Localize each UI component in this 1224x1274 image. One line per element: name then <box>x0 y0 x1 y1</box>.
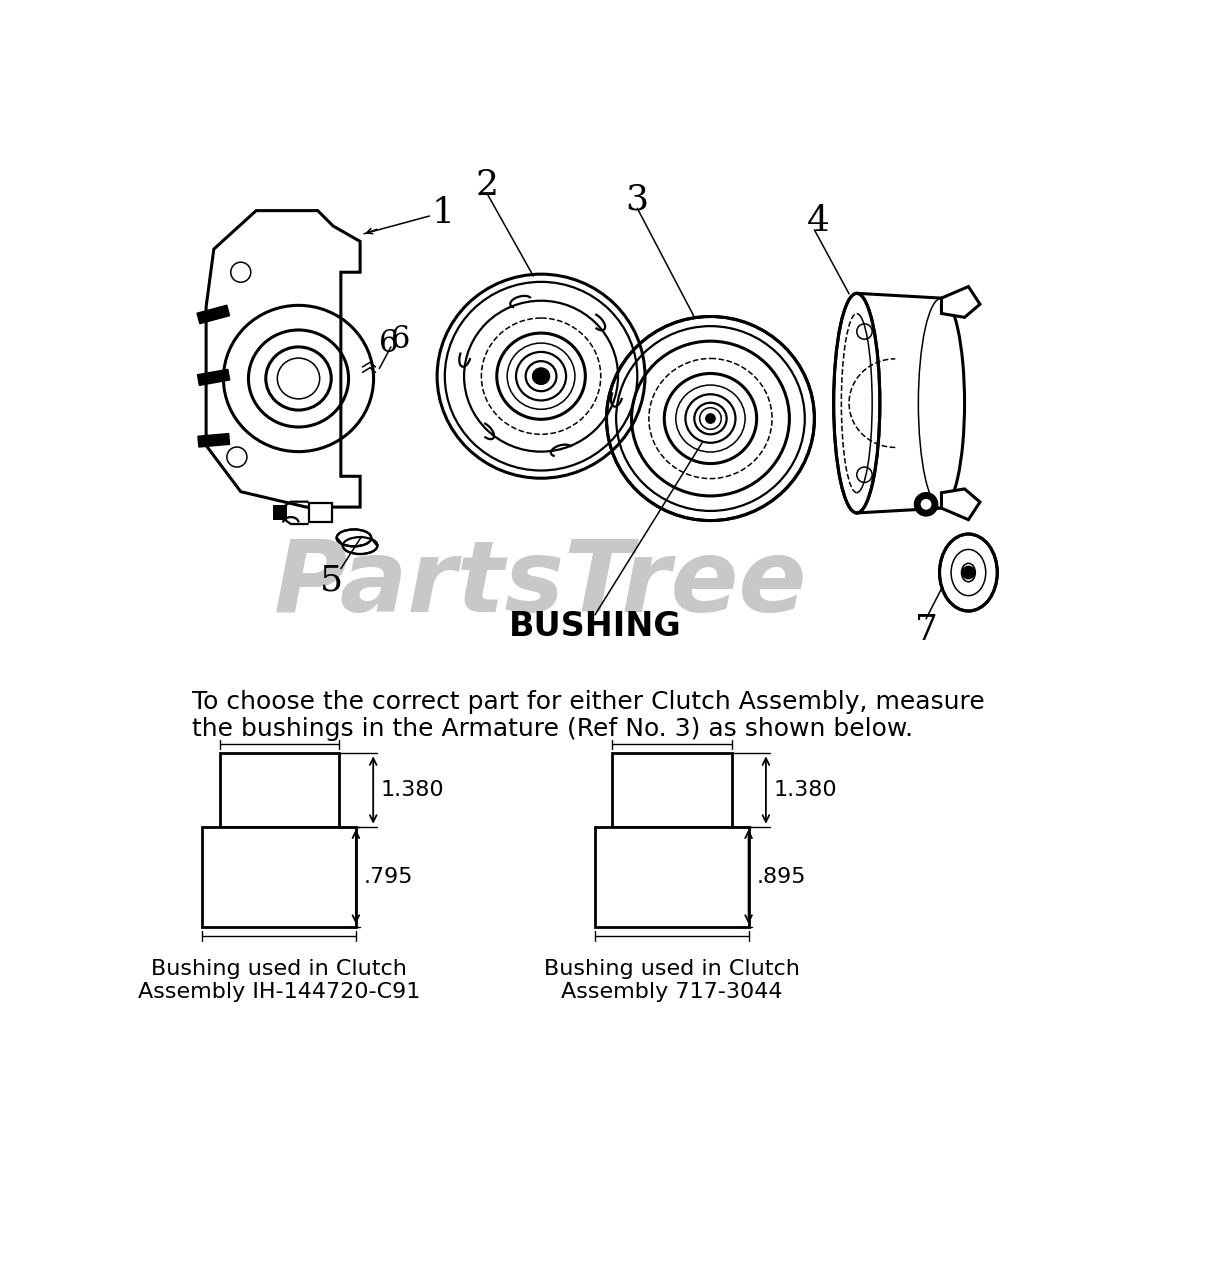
Bar <box>595 827 749 926</box>
Polygon shape <box>206 210 360 507</box>
Circle shape <box>705 413 716 424</box>
Text: .895: .895 <box>756 866 805 887</box>
Text: 7: 7 <box>914 613 938 647</box>
Ellipse shape <box>940 534 998 612</box>
Text: 4: 4 <box>807 204 830 238</box>
Text: Bushing used in Clutch
Assembly 717-3044: Bushing used in Clutch Assembly 717-3044 <box>543 959 800 1003</box>
Polygon shape <box>941 287 980 317</box>
Circle shape <box>534 368 548 383</box>
Circle shape <box>920 498 933 511</box>
Text: 1.380: 1.380 <box>774 780 837 800</box>
Text: 1: 1 <box>432 196 455 229</box>
Text: PartsTree: PartsTree <box>274 535 808 633</box>
Bar <box>202 827 356 926</box>
Text: BUSHING: BUSHING <box>509 610 682 643</box>
Ellipse shape <box>343 538 377 554</box>
Text: 1.380: 1.380 <box>381 780 444 800</box>
FancyArrow shape <box>198 433 230 447</box>
Text: .795: .795 <box>364 866 412 887</box>
Bar <box>308 503 332 522</box>
Text: 5: 5 <box>319 563 343 598</box>
Ellipse shape <box>834 293 880 513</box>
Text: 6: 6 <box>392 324 410 354</box>
Text: 6: 6 <box>379 327 398 358</box>
Circle shape <box>914 493 938 516</box>
Text: 2: 2 <box>476 168 498 203</box>
Polygon shape <box>941 489 980 520</box>
Bar <box>612 753 732 827</box>
FancyArrow shape <box>197 369 230 385</box>
Ellipse shape <box>694 403 727 434</box>
Text: 3: 3 <box>625 182 649 217</box>
Bar <box>219 753 339 827</box>
FancyArrow shape <box>197 306 230 324</box>
Ellipse shape <box>962 563 976 582</box>
Ellipse shape <box>337 530 371 547</box>
Bar <box>273 505 286 520</box>
Ellipse shape <box>532 368 550 385</box>
Circle shape <box>962 567 974 578</box>
Ellipse shape <box>607 316 814 521</box>
Text: To choose the correct part for either Clutch Assembly, measure
the bushings in t: To choose the correct part for either Cl… <box>192 689 985 741</box>
Text: Bushing used in Clutch
Assembly IH-144720-C91: Bushing used in Clutch Assembly IH-14472… <box>138 959 421 1003</box>
